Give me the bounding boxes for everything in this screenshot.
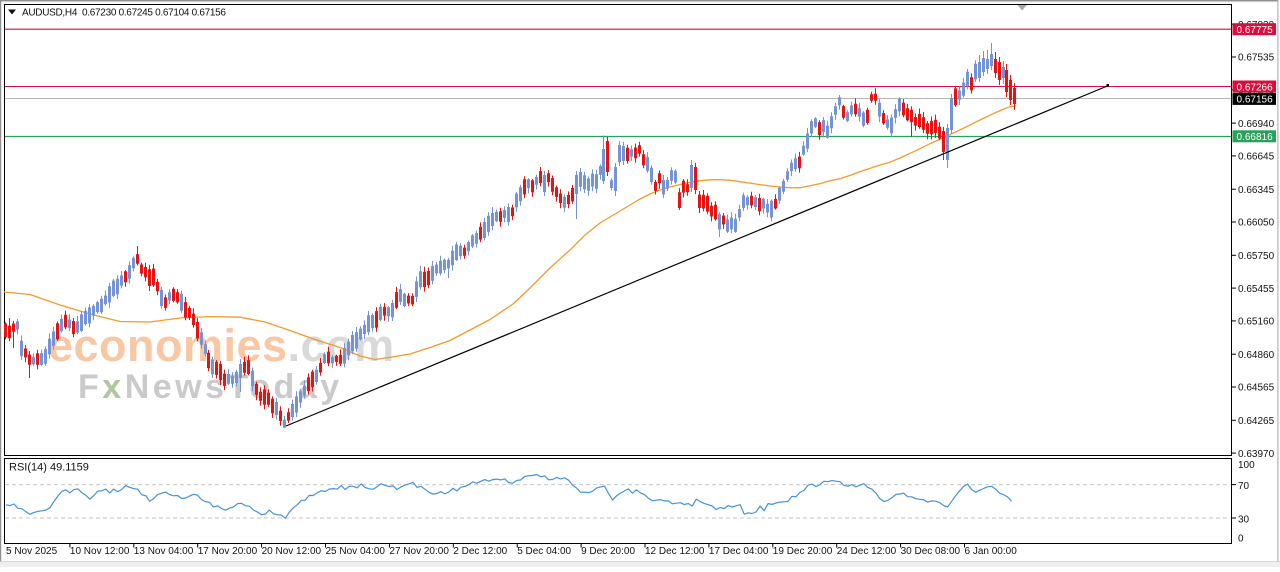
svg-text:AUDUSD,H4 0.67230 0.67245 0.6: AUDUSD,H4 0.67230 0.67245 0.67104 0.6715…	[22, 8, 226, 19]
svg-text:0.66940: 0.66940	[1238, 119, 1275, 130]
svg-text:0.63970: 0.63970	[1238, 449, 1275, 460]
svg-text:0.65160: 0.65160	[1238, 317, 1275, 328]
svg-text:70: 70	[1238, 481, 1250, 492]
svg-text:0.66645: 0.66645	[1238, 152, 1275, 163]
svg-text:0.64265: 0.64265	[1238, 416, 1275, 427]
svg-text:0.67266: 0.67266	[1237, 82, 1274, 93]
svg-text:RSI(14) 49.1159: RSI(14) 49.1159	[9, 462, 89, 474]
svg-text:30: 30	[1238, 514, 1250, 525]
svg-text:27 Nov 20:00: 27 Nov 20:00	[389, 546, 449, 557]
svg-text:0.66345: 0.66345	[1238, 185, 1275, 196]
svg-text:19 Dec 20:00: 19 Dec 20:00	[773, 546, 833, 557]
svg-text:0.67535: 0.67535	[1238, 53, 1275, 64]
svg-text:100: 100	[1238, 460, 1255, 471]
svg-text:17 Dec 04:00: 17 Dec 04:00	[709, 546, 769, 557]
svg-text:6 Jan 00:00: 6 Jan 00:00	[965, 546, 1018, 557]
svg-text:25 Nov 04:00: 25 Nov 04:00	[326, 546, 386, 557]
svg-text:economies.com: economies.com	[48, 320, 395, 371]
svg-text:9 Dec 20:00: 9 Dec 20:00	[581, 546, 635, 557]
svg-text:10 Nov 12:00: 10 Nov 12:00	[70, 546, 130, 557]
svg-text:0.64860: 0.64860	[1238, 350, 1275, 361]
svg-text:0.67156: 0.67156	[1237, 95, 1274, 106]
svg-text:24 Dec 12:00: 24 Dec 12:00	[837, 546, 897, 557]
svg-text:17 Nov 20:00: 17 Nov 20:00	[198, 546, 258, 557]
svg-text:5 Nov 2025: 5 Nov 2025	[6, 546, 58, 557]
svg-text:2 Dec 12:00: 2 Dec 12:00	[453, 546, 507, 557]
svg-text:0.66816: 0.66816	[1237, 132, 1274, 143]
svg-text:0.67775: 0.67775	[1237, 25, 1274, 36]
svg-text:0: 0	[1238, 533, 1244, 544]
svg-text:0.65455: 0.65455	[1238, 284, 1275, 295]
svg-text:0.66050: 0.66050	[1238, 218, 1275, 229]
svg-text:13 Nov 04:00: 13 Nov 04:00	[134, 546, 194, 557]
svg-text:0.64565: 0.64565	[1238, 383, 1275, 394]
svg-text:FxNewsToday: FxNewsToday	[78, 368, 343, 406]
svg-text:5 Dec 04:00: 5 Dec 04:00	[517, 546, 571, 557]
svg-text:12 Dec 12:00: 12 Dec 12:00	[645, 546, 705, 557]
svg-text:30 Dec 08:00: 30 Dec 08:00	[901, 546, 961, 557]
svg-text:0.65750: 0.65750	[1238, 251, 1275, 262]
svg-text:20 Nov 12:00: 20 Nov 12:00	[262, 546, 322, 557]
